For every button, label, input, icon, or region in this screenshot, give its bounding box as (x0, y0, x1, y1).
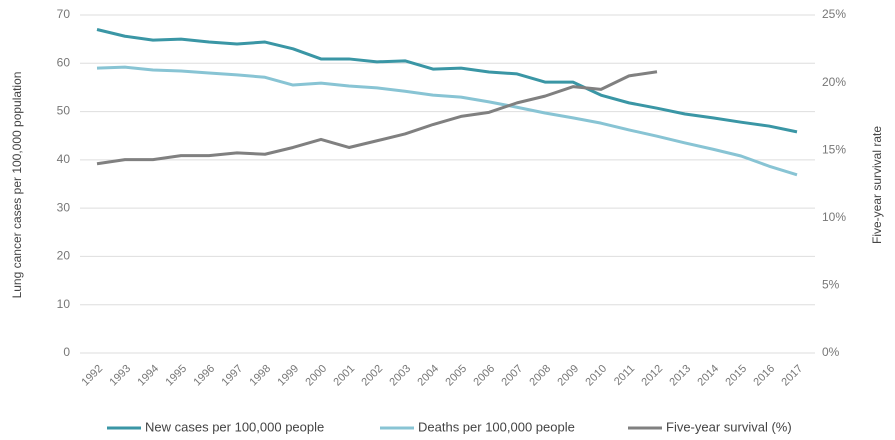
legend-label: Five-year survival (%) (666, 419, 792, 434)
x-tick-label: 2015 (723, 363, 749, 389)
x-tick-label: 2012 (639, 363, 665, 389)
x-tick-label: 2004 (415, 363, 441, 389)
x-tick-label: 1998 (247, 363, 273, 389)
y-tick-label: 60 (57, 55, 71, 69)
x-tick-label: 1997 (219, 363, 245, 389)
x-tick-label: 2003 (387, 363, 413, 389)
x-tick-label: 1993 (107, 363, 133, 389)
x-tick-label: 2000 (303, 363, 329, 389)
y-tick-label: 50 (57, 104, 71, 118)
y-tick-label: 10 (57, 297, 71, 311)
y-axis-label: Lung cancer cases per 100,000 population (10, 72, 24, 299)
y2-axis-label: Five-year survival rate (870, 126, 884, 244)
series-line (96, 70, 658, 166)
x-tick-label: 2002 (359, 363, 385, 389)
x-tick-label: 2011 (612, 363, 637, 388)
y-tick-label: 40 (57, 152, 71, 166)
x-tick-label: 1992 (79, 363, 105, 389)
x-tick-label: 1996 (191, 363, 217, 389)
y2-tick-label: 0% (822, 345, 840, 359)
x-tick-label: 1994 (135, 363, 161, 389)
x-tick-label: 2014 (695, 363, 721, 389)
y-tick-label: 70 (57, 7, 71, 21)
y2-tick-label: 25% (822, 7, 846, 21)
x-tick-label: 1995 (163, 363, 189, 389)
x-tick-label: 2016 (751, 363, 777, 389)
x-tick-label: 2009 (555, 363, 581, 389)
series-line (96, 65, 798, 177)
legend-label: New cases per 100,000 people (145, 419, 324, 434)
x-tick-label: 2013 (667, 363, 693, 389)
x-tick-label: 2005 (443, 363, 469, 389)
x-tick-label: 2017 (779, 363, 805, 389)
legend-label: Deaths per 100,000 people (418, 419, 575, 434)
y-tick-label: 20 (57, 249, 71, 263)
x-tick-label: 2007 (499, 363, 525, 389)
y2-tick-label: 20% (822, 75, 846, 89)
y-tick-label: 30 (57, 200, 71, 214)
x-tick-label: 2001 (331, 363, 357, 389)
y2-tick-label: 15% (822, 142, 846, 156)
x-tick-label: 1999 (275, 363, 301, 389)
x-tick-label: 2010 (583, 363, 609, 389)
x-tick-label: 2006 (471, 363, 497, 389)
y2-tick-label: 10% (822, 210, 846, 224)
y2-tick-label: 5% (822, 278, 840, 292)
y-tick-label: 0 (63, 345, 70, 359)
x-tick-label: 2008 (527, 363, 553, 389)
series-line (96, 28, 798, 134)
